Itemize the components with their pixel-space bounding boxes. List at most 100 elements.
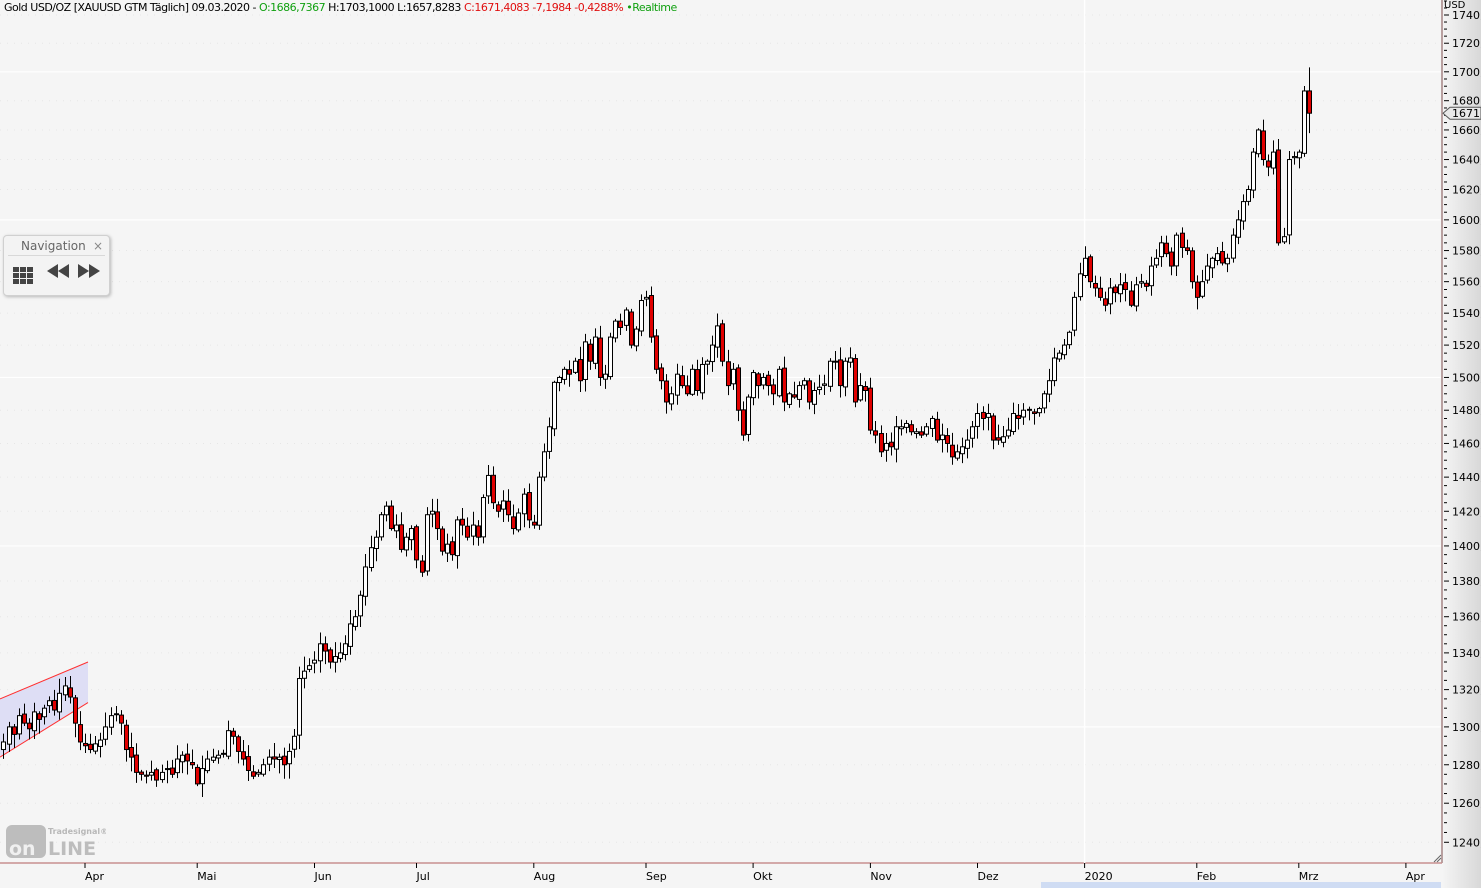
candle-body <box>1021 409 1026 418</box>
candle <box>374 530 379 562</box>
candle-body <box>1231 234 1236 259</box>
candle <box>328 647 333 669</box>
candle <box>848 347 853 368</box>
x-tick-label: Sep <box>646 870 667 883</box>
candle <box>216 750 221 764</box>
candle <box>175 745 180 779</box>
y-axis-panel[interactable] <box>1443 0 1481 888</box>
candle <box>277 753 282 774</box>
y-tick-label: 1280,0 <box>1452 759 1481 772</box>
candle-body <box>659 367 664 382</box>
candle-body <box>1088 256 1093 283</box>
candle-body <box>338 652 343 659</box>
candle-body <box>1164 242 1169 255</box>
candle-body <box>899 426 904 430</box>
candle <box>1215 247 1220 266</box>
candle-body <box>690 368 695 395</box>
candle <box>603 364 608 389</box>
rewind-icon[interactable] <box>46 263 70 283</box>
candle <box>282 747 287 779</box>
candle <box>7 721 12 752</box>
candle <box>1282 227 1287 245</box>
candle <box>787 391 792 409</box>
candle <box>287 743 292 779</box>
candle-body <box>205 758 210 772</box>
candle <box>486 464 491 504</box>
candle <box>1083 246 1088 278</box>
candle <box>720 319 725 367</box>
candle-body <box>557 376 562 384</box>
candle <box>726 349 731 396</box>
candle-body <box>98 739 103 747</box>
candle <box>491 466 496 510</box>
candle <box>318 632 323 673</box>
candle-body <box>231 730 236 737</box>
candle <box>465 517 470 541</box>
candle-body <box>445 543 450 554</box>
candle-body <box>1103 298 1108 306</box>
candle <box>1302 85 1307 157</box>
candle <box>1098 276 1103 301</box>
candle <box>644 290 649 307</box>
candle-body <box>103 726 108 740</box>
candle <box>68 676 73 704</box>
navigation-close-icon[interactable]: × <box>92 239 103 253</box>
candle <box>919 426 924 438</box>
bar-date: 09.03.2020 <box>191 1 250 14</box>
candle <box>889 432 894 456</box>
scrollbar-strip[interactable] <box>1041 882 1441 888</box>
candle <box>333 642 338 673</box>
candle <box>715 313 720 358</box>
navigation-panel: Navigation × <box>3 235 110 296</box>
candle-body <box>654 335 659 370</box>
candle <box>312 651 317 674</box>
candle-body <box>955 451 960 459</box>
candle-body <box>501 500 506 510</box>
candle <box>1032 408 1037 425</box>
candle <box>690 364 695 396</box>
candle-body <box>889 441 894 448</box>
y-tick-label: 1260,0 <box>1452 797 1481 810</box>
candle <box>1200 269 1205 299</box>
candle-body <box>1113 286 1118 294</box>
grid-icon[interactable] <box>13 267 33 284</box>
candle-body <box>425 514 430 572</box>
candle-body <box>282 755 287 766</box>
candle-body <box>1205 265 1210 281</box>
resize-grip-icon[interactable] <box>1433 854 1442 863</box>
fast-forward-icon[interactable] <box>77 263 101 283</box>
candle-body <box>414 526 419 561</box>
candle-body <box>1154 257 1159 266</box>
y-tick-label: 1640,0 <box>1452 154 1481 167</box>
candle <box>618 313 623 335</box>
candle <box>134 743 139 783</box>
candle <box>88 733 93 754</box>
candle-body <box>1123 282 1128 291</box>
candle <box>1297 149 1302 169</box>
candle-body <box>236 736 241 752</box>
candle <box>272 742 277 768</box>
candle-body <box>787 393 792 405</box>
candle <box>267 749 272 772</box>
candle <box>47 696 52 713</box>
candle <box>527 483 532 529</box>
candle <box>680 365 685 389</box>
candle <box>241 740 246 766</box>
candle-body <box>1006 429 1011 437</box>
candle-body <box>1251 151 1256 191</box>
candle-body <box>353 616 358 627</box>
candle <box>1072 291 1077 337</box>
candle <box>73 694 78 738</box>
candle-body <box>216 754 221 759</box>
candle <box>552 380 557 437</box>
candle-body <box>552 381 557 430</box>
candle <box>659 363 664 390</box>
candle-body <box>109 715 114 728</box>
candle-body <box>797 385 802 400</box>
chart-header: Gold USD/OZ [XAUUSD GTM Täglich] 09.03.2… <box>4 1 677 14</box>
y-tick-label: 1360,0 <box>1452 611 1481 624</box>
candle-body <box>440 528 445 552</box>
candle-body <box>307 665 312 670</box>
candle-body <box>613 320 618 339</box>
